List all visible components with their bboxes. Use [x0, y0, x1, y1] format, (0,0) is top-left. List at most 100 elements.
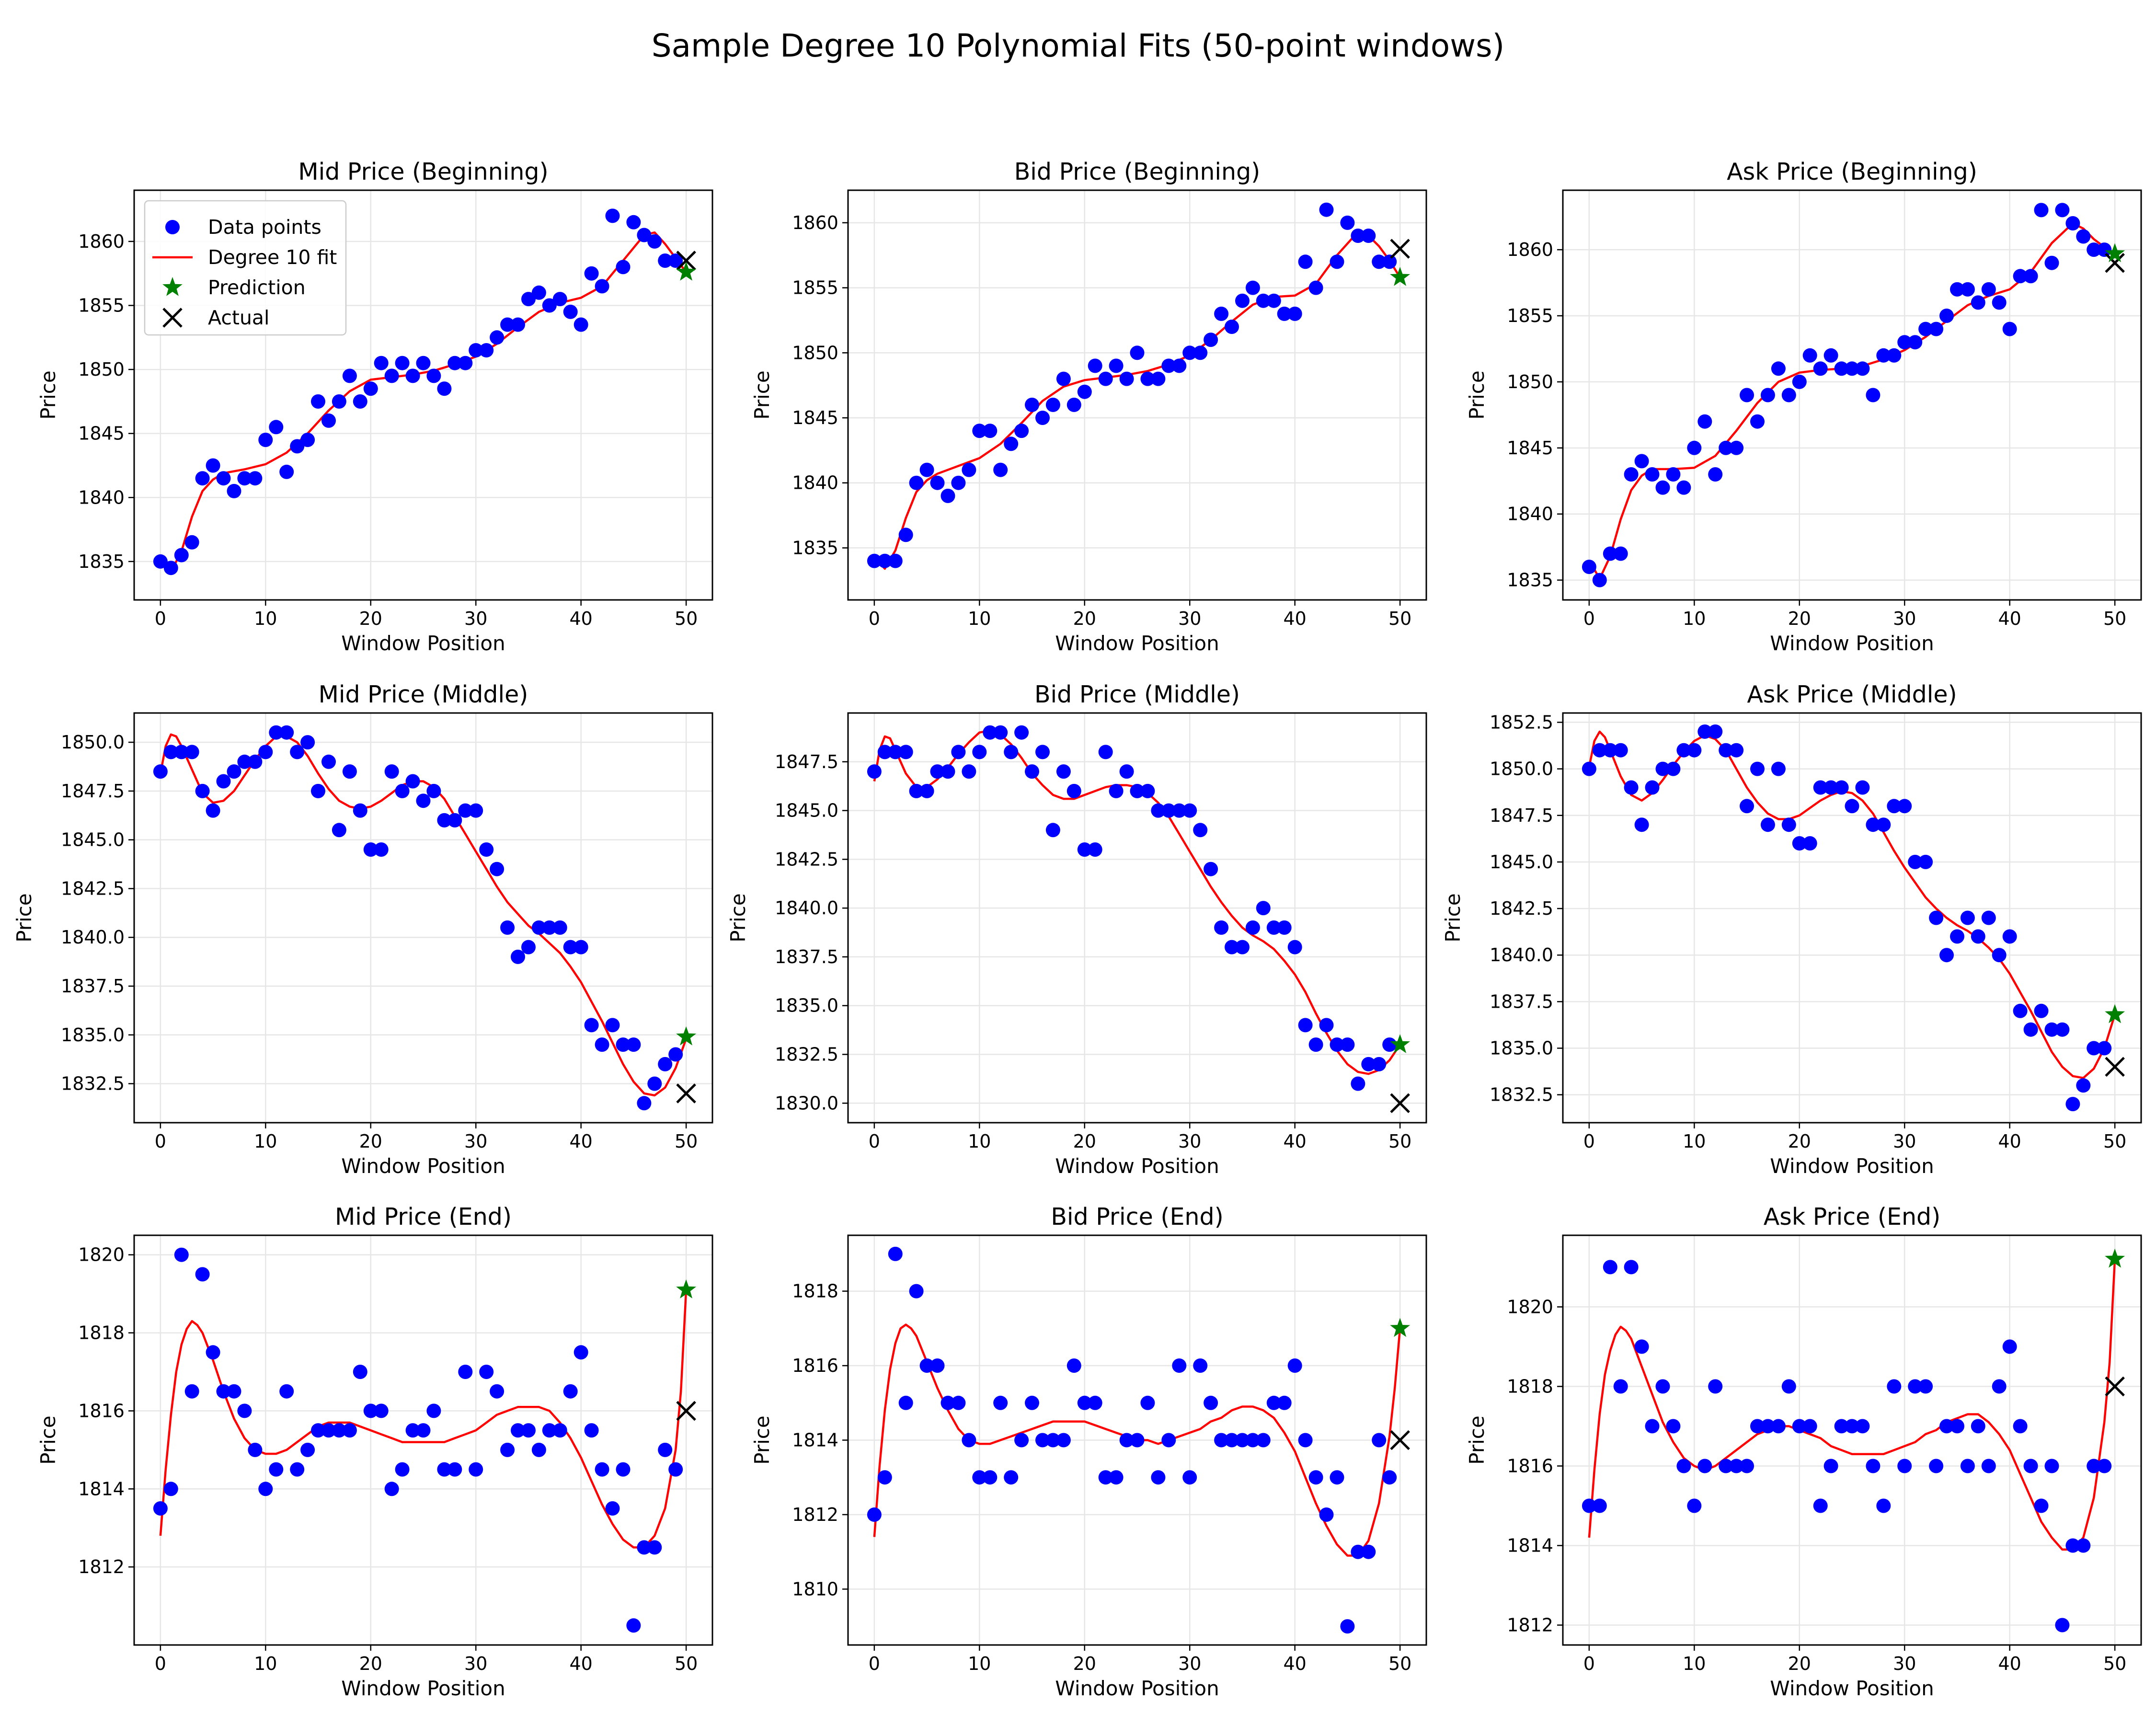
data-point: [1372, 254, 1387, 269]
data-point: [626, 1618, 641, 1633]
data-point: [153, 764, 168, 779]
x-tick-label: 40: [1284, 1131, 1307, 1152]
data-point: [258, 745, 273, 759]
data-point: [1939, 1419, 1954, 1434]
data-point: [616, 1462, 631, 1477]
data-point: [1172, 803, 1187, 818]
data-point: [1971, 929, 1985, 944]
data-point: [1151, 371, 1166, 386]
y-tick-label: 1860: [1507, 239, 1553, 260]
x-tick-label: 10: [968, 1653, 991, 1674]
data-point: [909, 783, 924, 798]
data-point: [1214, 1433, 1229, 1448]
data-point: [1676, 1459, 1691, 1473]
data-point: [469, 1462, 483, 1477]
data-point: [163, 1482, 178, 1496]
data-point: [1098, 371, 1113, 386]
actual-marker-stroke: [1390, 1430, 1410, 1450]
data-point: [1067, 397, 1081, 412]
data-point: [1887, 1379, 1902, 1394]
data-point: [552, 920, 567, 935]
data-point: [1603, 743, 1617, 758]
data-point: [1582, 560, 1596, 574]
y-tick-label: 1818: [792, 1281, 838, 1302]
data-point: [877, 745, 892, 759]
data-point: [1077, 384, 1092, 399]
x-tick-label: 40: [1284, 1653, 1307, 1674]
data-point: [2065, 1538, 2080, 1553]
actual-marker: [676, 1401, 696, 1421]
data-point: [1182, 1470, 1197, 1485]
data-point: [500, 317, 515, 332]
y-tick-label: 1812: [1507, 1614, 1553, 1635]
data-point: [1760, 1419, 1775, 1434]
data-point: [1792, 374, 1807, 389]
data-point: [1866, 388, 1881, 402]
data-point: [511, 317, 525, 332]
data-point: [1266, 293, 1281, 308]
data-point: [1729, 440, 1744, 455]
data-point: [1792, 836, 1807, 851]
data-point: [1308, 1037, 1323, 1052]
data-point: [1140, 371, 1155, 386]
y-axis-label: Price: [1441, 893, 1465, 942]
y-tick-label: 1840: [792, 472, 838, 494]
y-tick-label: 1840.0: [775, 897, 838, 919]
data-point: [237, 471, 252, 486]
x-tick-label: 50: [675, 1653, 698, 1674]
data-point: [269, 420, 284, 435]
data-point: [1845, 361, 1859, 376]
data-point: [1119, 371, 1134, 386]
data-point: [1950, 1419, 1964, 1434]
prediction-marker: [676, 1279, 697, 1299]
data-point: [1025, 1395, 1039, 1410]
data-point: [1760, 817, 1775, 832]
x-tick-label: 40: [1998, 608, 2021, 629]
x-tick-label: 0: [155, 1131, 166, 1152]
data-point: [2023, 1459, 2038, 1473]
x-tick-label: 40: [570, 1131, 593, 1152]
data-point: [1182, 345, 1197, 360]
axes-frame: [133, 189, 713, 601]
x-tick-label: 20: [359, 608, 382, 629]
y-tick-label: 1832.5: [1490, 1084, 1553, 1105]
data-point: [1645, 467, 1660, 482]
data-point: [1908, 854, 1923, 869]
y-tick-label: 1855: [1507, 305, 1553, 326]
data-point: [1645, 780, 1660, 795]
subplot-6: 0 10 20 30 40 50 1812 1814 1816 1818 1820 Mid Price…: [36, 1203, 713, 1700]
data-point: [363, 842, 378, 857]
data-point: [1687, 743, 1702, 758]
data-point: [1256, 1433, 1271, 1448]
data-point: [1161, 1433, 1176, 1448]
data-point: [311, 783, 325, 798]
data-point: [1298, 1018, 1313, 1033]
data-point: [1771, 361, 1786, 376]
data-point: [1340, 1619, 1355, 1634]
data-point: [1172, 358, 1187, 373]
data-point: [1992, 1379, 2007, 1394]
y-tick-label: 1835: [78, 551, 125, 572]
data-point: [1719, 1459, 1733, 1473]
x-tick-label: 50: [1388, 1131, 1411, 1152]
data-point: [1918, 322, 1933, 336]
x-tick-label: 0: [869, 1653, 880, 1674]
data-point: [584, 266, 599, 281]
prediction-marker: [676, 1026, 697, 1046]
data-point: [668, 1047, 683, 1062]
data-point: [1225, 320, 1239, 334]
data-point: [1014, 1433, 1029, 1448]
data-point: [1045, 1433, 1060, 1448]
data-point: [1077, 842, 1092, 857]
y-tick-label: 1845.0: [775, 800, 838, 821]
data-point: [972, 1470, 987, 1485]
actual-marker-stroke: [1390, 239, 1410, 259]
subplot-3: 0 10 20 30 40 50 1832.5 1835.0 1837.5 1840.0 1842.…: [12, 681, 713, 1178]
data-point: [962, 764, 976, 779]
data-point: [1792, 1419, 1807, 1434]
y-tick-label: 1852.5: [1490, 712, 1553, 733]
data-point: [1382, 1470, 1397, 1485]
subplot-title: Bid Price (End): [1051, 1203, 1223, 1230]
data-point: [216, 1384, 231, 1399]
data-point: [1634, 817, 1649, 832]
